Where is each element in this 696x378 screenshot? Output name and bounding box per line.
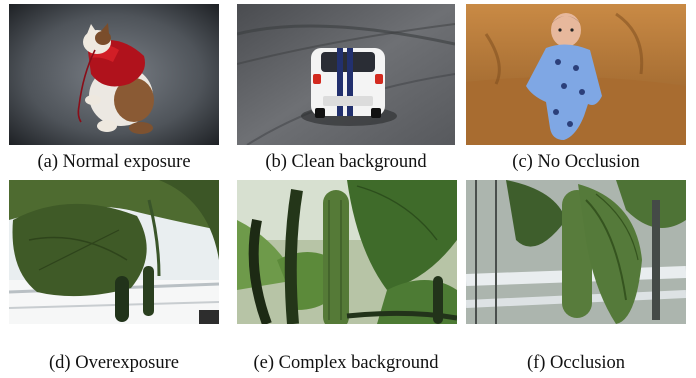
caption-f: (f) Occlusion xyxy=(526,353,626,373)
caption-d: (d) Overexposure xyxy=(49,353,179,373)
photo-cucumber-complex xyxy=(237,180,457,324)
caption-e: (e) Complex background xyxy=(253,353,439,373)
caption-a: (a) Normal exposure xyxy=(37,152,191,172)
caption-c: (c) No Occlusion xyxy=(512,152,640,172)
photo-baby xyxy=(466,4,686,145)
photo-cat xyxy=(9,4,219,145)
caption-b: (b) Clean background xyxy=(265,152,427,172)
photo-race-car xyxy=(237,4,455,145)
photo-cucumber-occlusion xyxy=(466,180,686,324)
photo-cucumber-overexposure xyxy=(9,180,219,324)
